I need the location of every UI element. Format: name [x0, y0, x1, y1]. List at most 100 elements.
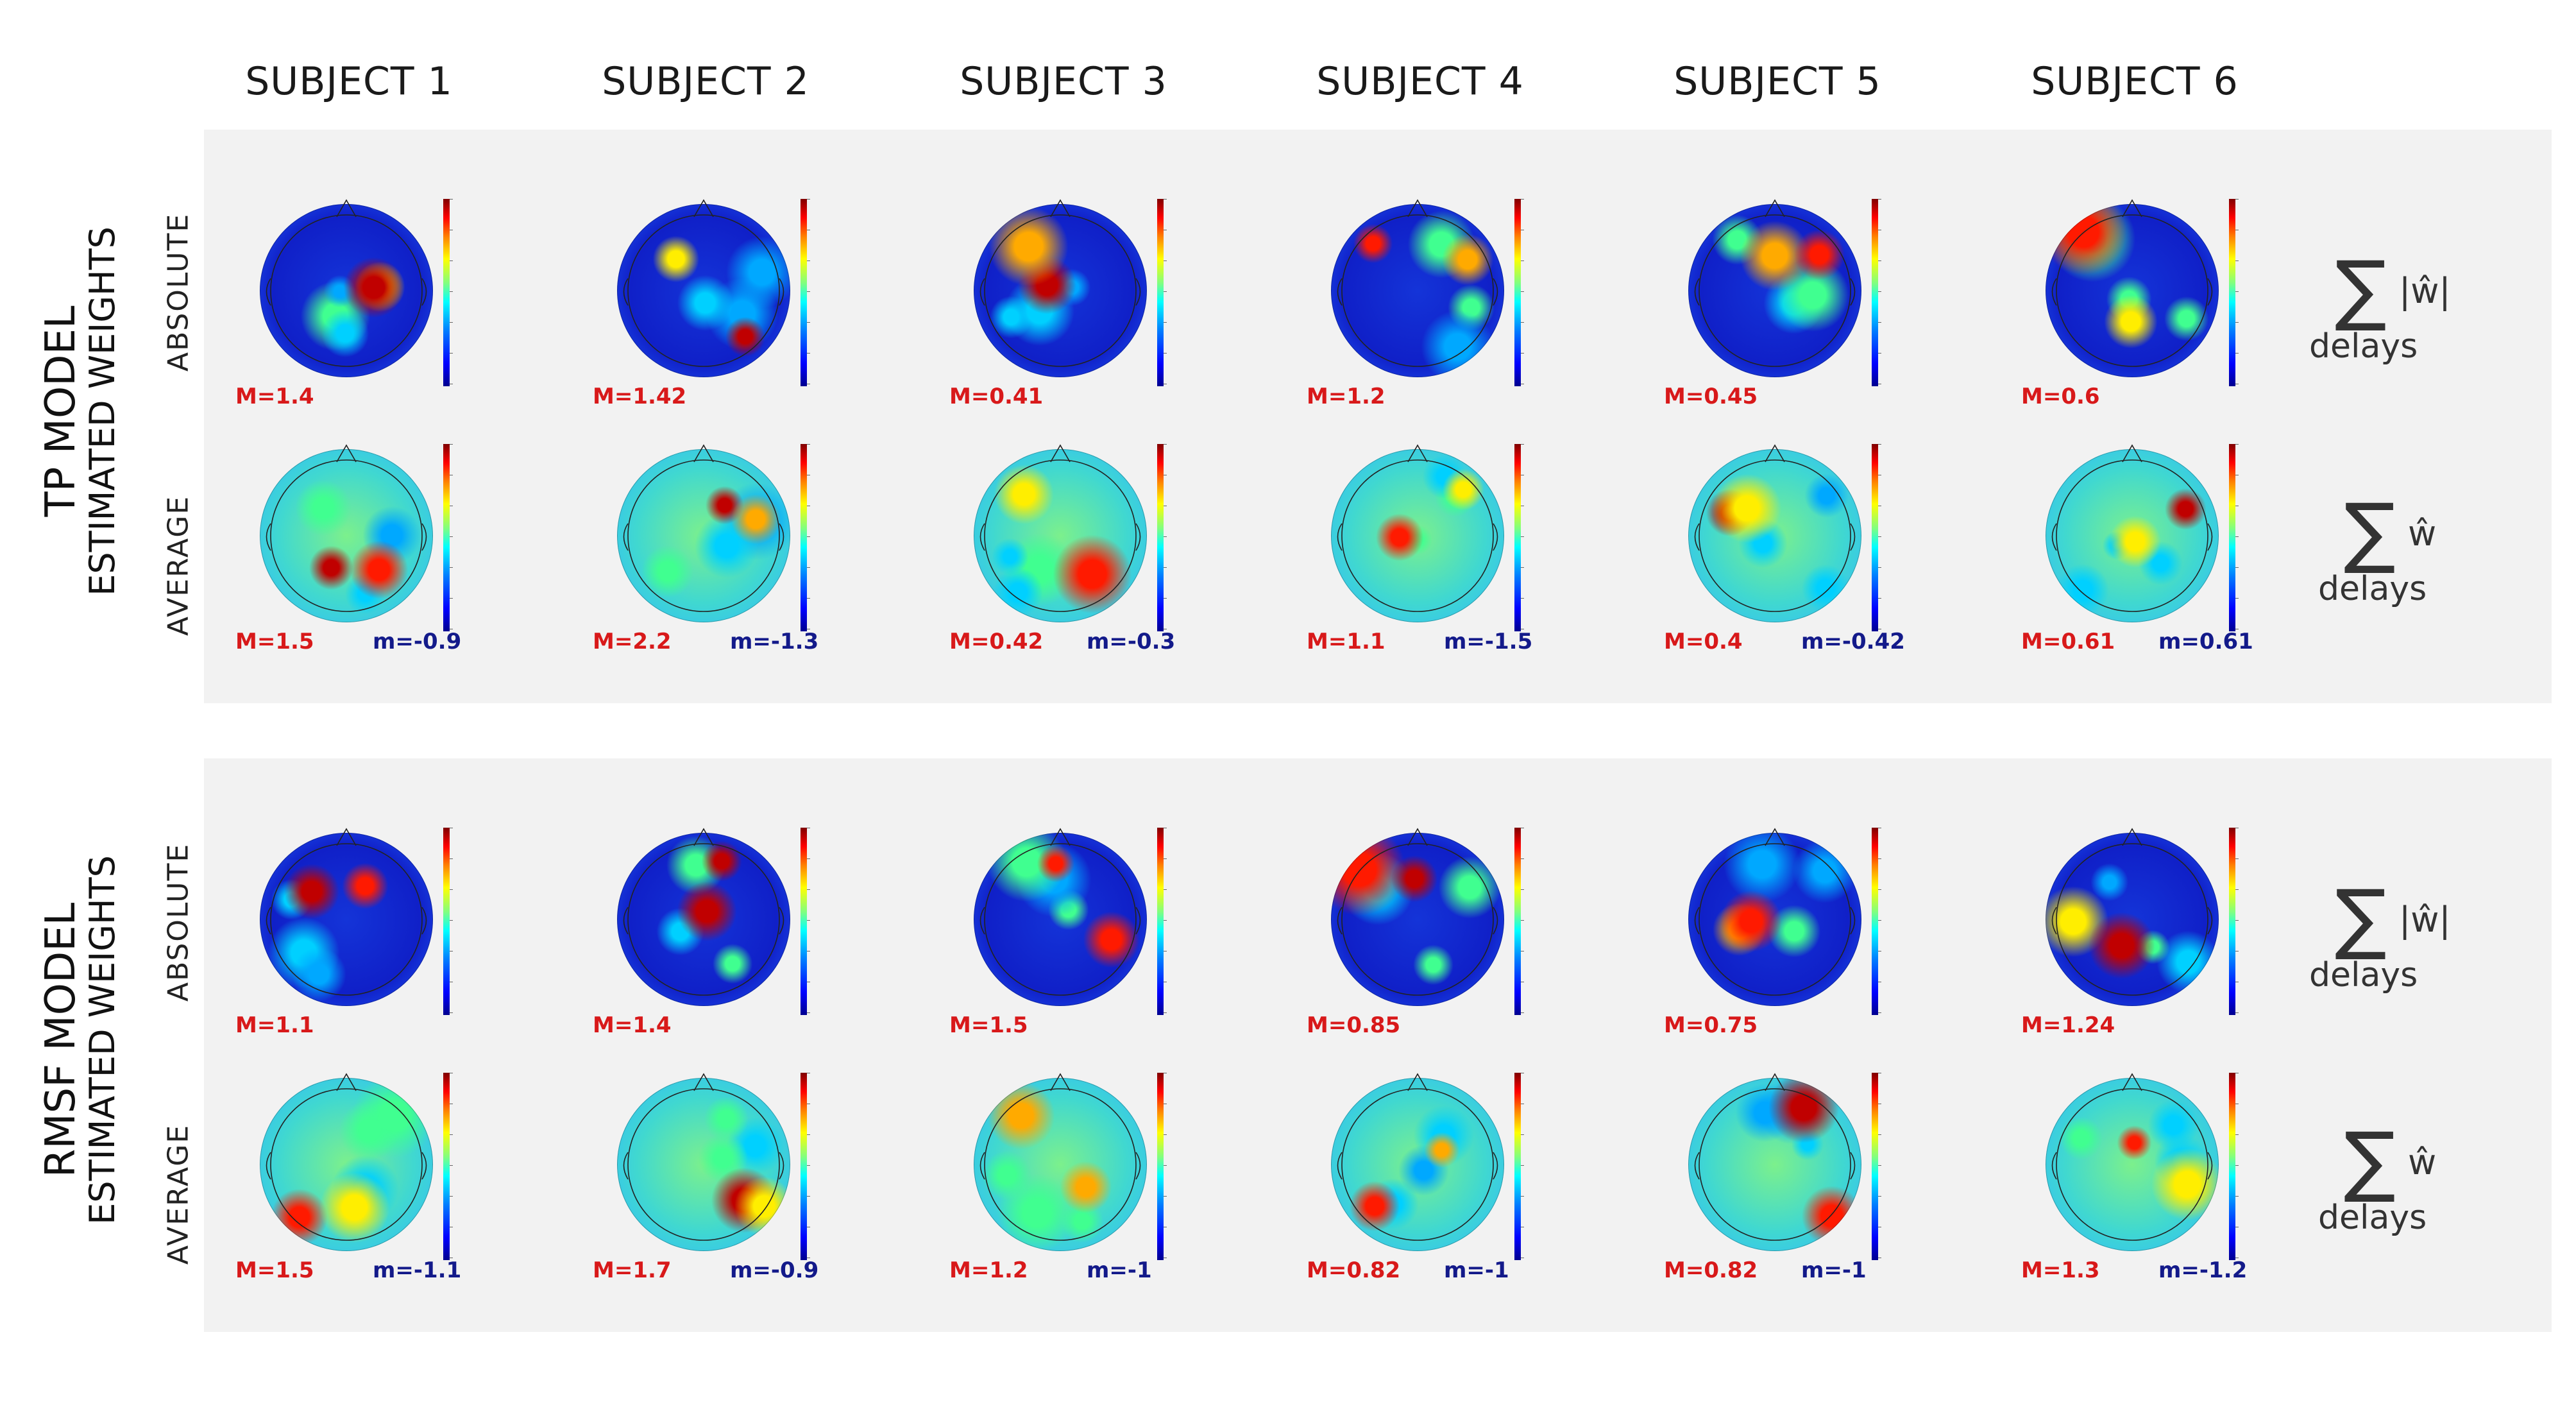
topomap — [974, 444, 1147, 622]
formula-subscript: delays — [2318, 570, 2427, 608]
colorbar — [443, 199, 453, 386]
tp-average-formula: ∑ ŵ delays — [2318, 494, 2511, 622]
topomap — [974, 828, 1147, 1006]
topomap — [260, 828, 433, 1006]
sum-symbol: ∑ — [2335, 245, 2387, 334]
head-outline — [623, 828, 784, 996]
colorbar — [801, 828, 810, 1015]
head-outline — [979, 828, 1141, 996]
max-value-label: M=1.4 — [593, 1012, 672, 1038]
max-value-label: M=0.42 — [949, 629, 1044, 654]
min-value-label: m=-1.1 — [373, 1258, 462, 1283]
max-value-label: M=1.1 — [1307, 629, 1385, 654]
topomap — [260, 444, 433, 622]
min-value-label: m=-1 — [1444, 1258, 1509, 1283]
head-outline — [266, 1073, 427, 1241]
tp-average-row-label: AVERAGE — [162, 495, 195, 636]
head-outline — [623, 199, 784, 367]
min-value-label: m=-1.3 — [730, 629, 819, 654]
max-value-label: M=0.82 — [1307, 1258, 1401, 1283]
max-value-label: M=0.4 — [1664, 629, 1743, 654]
topomap — [974, 199, 1147, 377]
rmsf-absolute-formula: ∑ |ŵ| delays — [2309, 880, 2502, 1009]
topomap — [1331, 1073, 1504, 1251]
max-value-label: M=1.7 — [593, 1258, 672, 1283]
colorbar — [801, 444, 810, 631]
subject-3-label: SUBJECT 3 — [960, 59, 1167, 104]
topomap — [1331, 444, 1504, 622]
colorbar — [1872, 828, 1881, 1015]
colorbar — [2229, 444, 2239, 631]
colorbar — [1157, 199, 1167, 386]
sum-symbol: ∑ — [2344, 488, 2396, 577]
rmsf-average-row-label: AVERAGE — [162, 1123, 195, 1265]
topomap — [617, 828, 790, 1006]
colorbar — [1514, 444, 1524, 631]
max-value-label: M=1.5 — [235, 629, 314, 654]
max-value-label: M=0.45 — [1664, 384, 1758, 409]
max-value-label: M=0.85 — [1307, 1012, 1401, 1038]
subject-1-label: SUBJECT 1 — [245, 59, 453, 104]
head-outline — [2051, 199, 2213, 367]
max-value-label: M=1.5 — [235, 1258, 314, 1283]
min-value-label: m=-0.42 — [1801, 629, 1905, 654]
head-outline — [1694, 444, 1856, 612]
colorbar — [2229, 1073, 2239, 1260]
topomap — [1688, 199, 1861, 377]
head-outline — [1694, 1073, 1856, 1241]
head-outline — [2051, 828, 2213, 996]
max-value-label: M=0.41 — [949, 384, 1044, 409]
head-outline — [979, 199, 1141, 367]
min-value-label: m=-0.9 — [373, 629, 462, 654]
topomap — [617, 1073, 790, 1251]
head-outline — [623, 444, 784, 612]
colorbar — [443, 444, 453, 631]
head-outline — [266, 199, 427, 367]
min-value-label: m=-1 — [1801, 1258, 1867, 1283]
subject-4-label: SUBJECT 4 — [1316, 59, 1524, 104]
head-outline — [1337, 444, 1498, 612]
max-value-label: M=0.61 — [2021, 629, 2115, 654]
head-outline — [2051, 1073, 2213, 1241]
sum-symbol: ∑ — [2335, 874, 2387, 963]
topomap — [260, 1073, 433, 1251]
colorbar — [1514, 828, 1524, 1015]
colorbar — [1157, 1073, 1167, 1260]
max-value-label: M=1.2 — [949, 1258, 1028, 1283]
min-value-label: m=-0.3 — [1087, 629, 1176, 654]
colorbar — [1157, 828, 1167, 1015]
max-value-label: M=0.75 — [1664, 1012, 1758, 1038]
head-outline — [623, 1073, 784, 1241]
formula-subscript: delays — [2318, 1199, 2427, 1237]
topomap — [974, 1073, 1147, 1251]
max-value-label: M=0.6 — [2021, 384, 2100, 409]
formula-term: |ŵ| — [2399, 271, 2451, 311]
topomap — [1331, 828, 1504, 1006]
min-value-label: m=-0.9 — [730, 1258, 819, 1283]
colorbar — [443, 828, 453, 1015]
rmsf-average-formula: ∑ ŵ delays — [2318, 1123, 2511, 1251]
head-outline — [979, 1073, 1141, 1241]
rmsf-model-name: RMSF MODEL — [37, 902, 85, 1178]
topomap — [260, 199, 433, 377]
formula-term: |ŵ| — [2399, 900, 2451, 940]
colorbar — [1872, 199, 1881, 386]
head-outline — [2051, 444, 2213, 612]
colorbar — [2229, 199, 2239, 386]
colorbar — [1514, 199, 1524, 386]
min-value-label: m=0.61 — [2158, 629, 2253, 654]
head-outline — [266, 828, 427, 996]
formula-subscript: delays — [2309, 956, 2418, 994]
max-value-label: M=1.4 — [235, 384, 314, 409]
formula-term: ŵ — [2408, 513, 2437, 554]
rmsf-model-subtitle: ESTIMATED WEIGHTS — [82, 855, 123, 1225]
head-outline — [979, 444, 1141, 612]
max-value-label: M=1.3 — [2021, 1258, 2100, 1283]
topomap — [1688, 1073, 1861, 1251]
head-outline — [1694, 199, 1856, 367]
max-value-label: M=1.5 — [949, 1012, 1028, 1038]
min-value-label: m=-1.5 — [1444, 629, 1533, 654]
colorbar — [2229, 828, 2239, 1015]
topomap — [2046, 199, 2219, 377]
head-outline — [1337, 199, 1498, 367]
